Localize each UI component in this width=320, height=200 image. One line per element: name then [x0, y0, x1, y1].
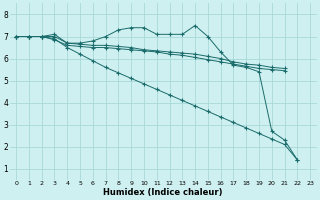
- X-axis label: Humidex (Indice chaleur): Humidex (Indice chaleur): [103, 188, 223, 197]
